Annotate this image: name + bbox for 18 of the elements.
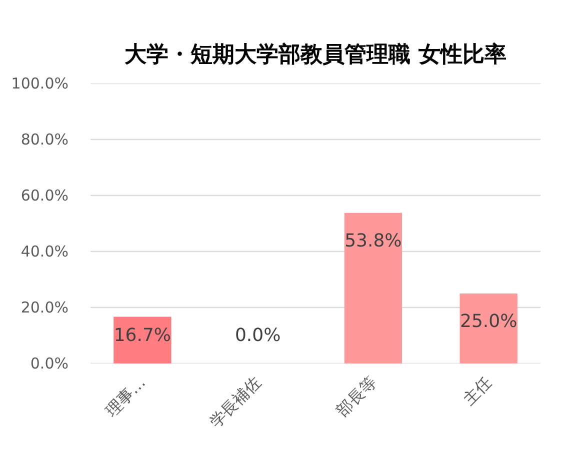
x-tick-label: 理事… xyxy=(102,372,150,420)
x-tick-label: 学長補佐 xyxy=(206,372,265,432)
y-tick-label: 40.0% xyxy=(20,242,69,260)
y-tick-label: 80.0% xyxy=(20,130,69,148)
x-tick-label: 部長等 xyxy=(332,372,380,420)
y-tick-label: 60.0% xyxy=(20,186,69,204)
x-tick-label: 主任 xyxy=(459,372,496,409)
bar xyxy=(344,212,402,364)
y-tick-label: 100.0% xyxy=(11,74,69,92)
data-label: 53.8% xyxy=(344,230,402,252)
data-label: 0.0% xyxy=(234,325,281,346)
bar xyxy=(460,294,518,364)
y-tick-label: 20.0% xyxy=(20,298,69,316)
bar xyxy=(114,316,172,364)
data-label: 25.0% xyxy=(460,311,518,332)
chart-title: 大学・短期大学部教員管理職 女性比率 xyxy=(124,42,506,68)
data-label: 16.7% xyxy=(114,325,172,346)
y-tick-label: 0.0% xyxy=(30,354,68,372)
